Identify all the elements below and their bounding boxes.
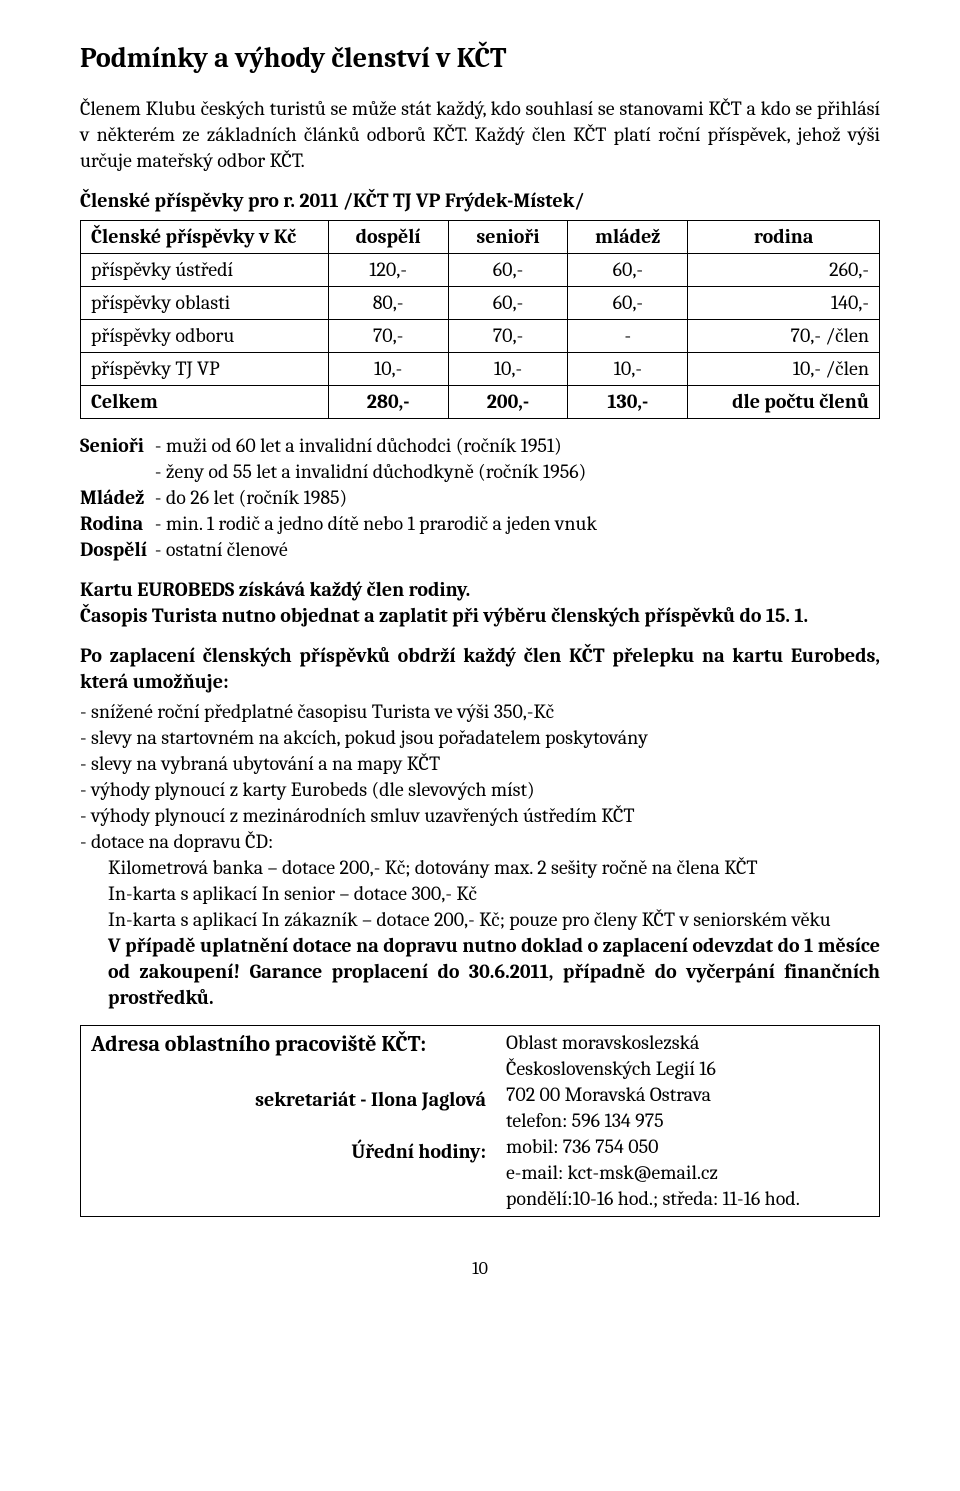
address-box: Adresa oblastního pracoviště KČT: sekret… xyxy=(80,1025,880,1217)
benefit-item: - výhody plynoucí z mezinárodních smluv … xyxy=(80,803,880,829)
fees-cell: 70,- xyxy=(448,320,568,353)
fees-cell: 10,- xyxy=(448,353,568,386)
page-title: Podmínky a výhody členství v KČT xyxy=(80,40,880,76)
address-line: 702 00 Moravská Ostrava xyxy=(506,1082,869,1108)
fees-cell: 60,- xyxy=(448,254,568,287)
benefit-item: In-karta s aplikací In senior – dotace 3… xyxy=(80,881,880,907)
fees-cell: 60,- xyxy=(568,254,688,287)
def-label: Dospělí xyxy=(80,537,155,563)
def-text: - do 26 let (ročník 1985) xyxy=(155,485,605,511)
benefit-item: - snížené roční předplatné časopisu Turi… xyxy=(80,699,880,725)
fees-total-cell: 130,- xyxy=(568,386,688,419)
fees-cell: příspěvky TJ VP xyxy=(81,353,329,386)
address-line: pondělí:10-16 hod.; středa: 11-16 hod. xyxy=(506,1186,869,1212)
fees-col-header: rodina xyxy=(688,221,880,254)
fees-cell: 120,- xyxy=(328,254,448,287)
def-text: - ženy od 55 let a invalidní důchodkyně … xyxy=(155,459,605,485)
benefit-item: Kilometrová banka – dotace 200,- Kč; dot… xyxy=(80,855,880,881)
casopis-line: Časopis Turista nutno objednat a zaplati… xyxy=(80,604,808,627)
def-label: Rodina xyxy=(80,511,155,537)
benefit-item: - slevy na vybraná ubytování a na mapy K… xyxy=(80,751,880,777)
def-label: Senioři xyxy=(80,433,155,459)
address-line: telefon: 596 134 975 xyxy=(506,1108,869,1134)
benefit-item: - výhody plynoucí z karty Eurobeds (dle … xyxy=(80,777,880,803)
page-number: 10 xyxy=(80,1257,880,1280)
fees-col-header: mládež xyxy=(568,221,688,254)
fees-cell: 60,- xyxy=(448,287,568,320)
address-sub-hours: Úřední hodiny: xyxy=(91,1113,486,1165)
def-text: - muži od 60 let a invalidní důchodci (r… xyxy=(155,433,605,459)
benefit-item: V případě uplatnění dotace na dopravu nu… xyxy=(80,933,880,1011)
def-label: Mládež xyxy=(80,485,155,511)
fees-total-cell: Celkem xyxy=(81,386,329,419)
fees-cell: 260,- xyxy=(688,254,880,287)
fees-total-cell: dle počtu členů xyxy=(688,386,880,419)
category-definitions: Senioři- muži od 60 let a invalidní důch… xyxy=(80,433,605,563)
def-text: - min. 1 rodič a jedno dítě nebo 1 praro… xyxy=(155,511,605,537)
fees-total-cell: 200,- xyxy=(448,386,568,419)
address-line: mobil: 736 754 050 xyxy=(506,1134,869,1160)
address-line: Oblast moravskoslezská xyxy=(506,1030,869,1056)
fees-cell: 70,- /člen xyxy=(688,320,880,353)
def-label xyxy=(80,459,155,485)
fees-cell: 70,- xyxy=(328,320,448,353)
fees-cell: 140,- xyxy=(688,287,880,320)
fees-cell: - xyxy=(568,320,688,353)
benefit-item: In-karta s aplikací In zákazník – dotace… xyxy=(80,907,880,933)
address-sub-secretariat: sekretariát - Ilona Jaglová xyxy=(91,1059,486,1113)
fees-cell: 80,- xyxy=(328,287,448,320)
benefit-item: - dotace na dopravu ČD: xyxy=(80,829,880,855)
fees-col-header: senioři xyxy=(448,221,568,254)
fees-cell: příspěvky ústředí xyxy=(81,254,329,287)
fees-cell: 60,- xyxy=(568,287,688,320)
benefits-intro: Po zaplacení členských příspěvků obdrží … xyxy=(80,643,880,695)
eurobeds-line: Kartu EUROBEDS získává každý člen rodiny… xyxy=(80,578,470,601)
fees-cell: 10,- xyxy=(568,353,688,386)
address-heading: Adresa oblastního pracoviště KČT: xyxy=(91,1030,486,1059)
fees-heading: Členské příspěvky pro r. 2011 /KČT TJ VP… xyxy=(80,188,880,214)
fees-col-header: Členské příspěvky v Kč xyxy=(81,221,329,254)
fees-table: Členské příspěvky v Kčdospělíseniořimlád… xyxy=(80,220,880,419)
fees-cell: 10,- /člen xyxy=(688,353,880,386)
fees-heading-suffix: /KČT TJ VP Frýdek-Místek/ xyxy=(339,189,585,212)
fees-total-cell: 280,- xyxy=(328,386,448,419)
address-line: e-mail: kct-msk@email.cz xyxy=(506,1160,869,1186)
fees-cell: 10,- xyxy=(328,353,448,386)
intro-paragraph: Členem Klubu českých turistů se může stá… xyxy=(80,96,880,174)
benefit-item: - slevy na startovném na akcích, pokud j… xyxy=(80,725,880,751)
fees-col-header: dospělí xyxy=(328,221,448,254)
benefits-list: - snížené roční předplatné časopisu Turi… xyxy=(80,699,880,1011)
def-text: - ostatní členové xyxy=(155,537,605,563)
fees-cell: příspěvky odboru xyxy=(81,320,329,353)
fees-heading-prefix: Členské příspěvky pro r. 2011 xyxy=(80,189,339,212)
fees-cell: příspěvky oblasti xyxy=(81,287,329,320)
address-line: Československých Legií 16 xyxy=(506,1056,869,1082)
